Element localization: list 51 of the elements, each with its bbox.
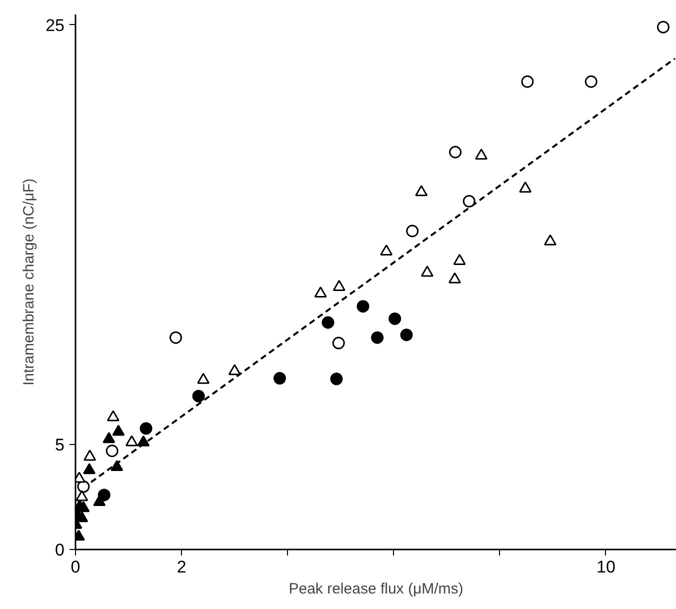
point — [125, 435, 138, 446]
x-tick-label: 2 — [176, 558, 186, 576]
point — [475, 148, 488, 160]
point — [462, 194, 476, 208]
point — [371, 331, 384, 344]
point — [406, 224, 419, 238]
point — [83, 463, 96, 474]
y-tick-label: 25 — [46, 16, 65, 35]
point — [448, 272, 462, 284]
point — [110, 460, 124, 471]
point — [400, 328, 413, 342]
point — [544, 234, 557, 246]
point — [77, 501, 90, 512]
point — [314, 286, 327, 298]
point — [584, 75, 598, 88]
point — [656, 20, 670, 34]
point — [112, 424, 125, 436]
point — [98, 488, 110, 502]
point — [449, 146, 462, 158]
y-tick-label: 0 — [55, 540, 65, 560]
point — [197, 372, 210, 384]
point — [192, 390, 205, 402]
point — [137, 435, 150, 446]
x-tick-label: 10 — [596, 558, 616, 576]
point — [380, 244, 393, 256]
point — [420, 266, 434, 277]
point — [356, 300, 370, 313]
point — [84, 450, 96, 461]
x-axis-title: Peak release flux (μM/ms) — [288, 580, 464, 598]
point — [106, 410, 120, 422]
point — [170, 331, 182, 344]
point — [332, 280, 346, 291]
point — [273, 372, 286, 385]
point — [93, 494, 106, 506]
y-axis-title: Intramembrane charge (nC/μF) — [20, 178, 38, 386]
point — [106, 444, 118, 458]
point — [415, 185, 428, 196]
point — [519, 182, 532, 193]
point — [388, 312, 402, 325]
point — [332, 336, 345, 350]
point — [330, 372, 343, 386]
point — [322, 316, 334, 329]
point — [140, 422, 152, 435]
point — [521, 75, 534, 88]
point — [228, 364, 241, 376]
y-tick-label: 5 — [55, 436, 65, 455]
point — [76, 511, 88, 522]
point — [453, 254, 466, 265]
x-tick-label: 0 — [70, 558, 80, 576]
point — [76, 490, 88, 502]
point — [102, 432, 116, 444]
